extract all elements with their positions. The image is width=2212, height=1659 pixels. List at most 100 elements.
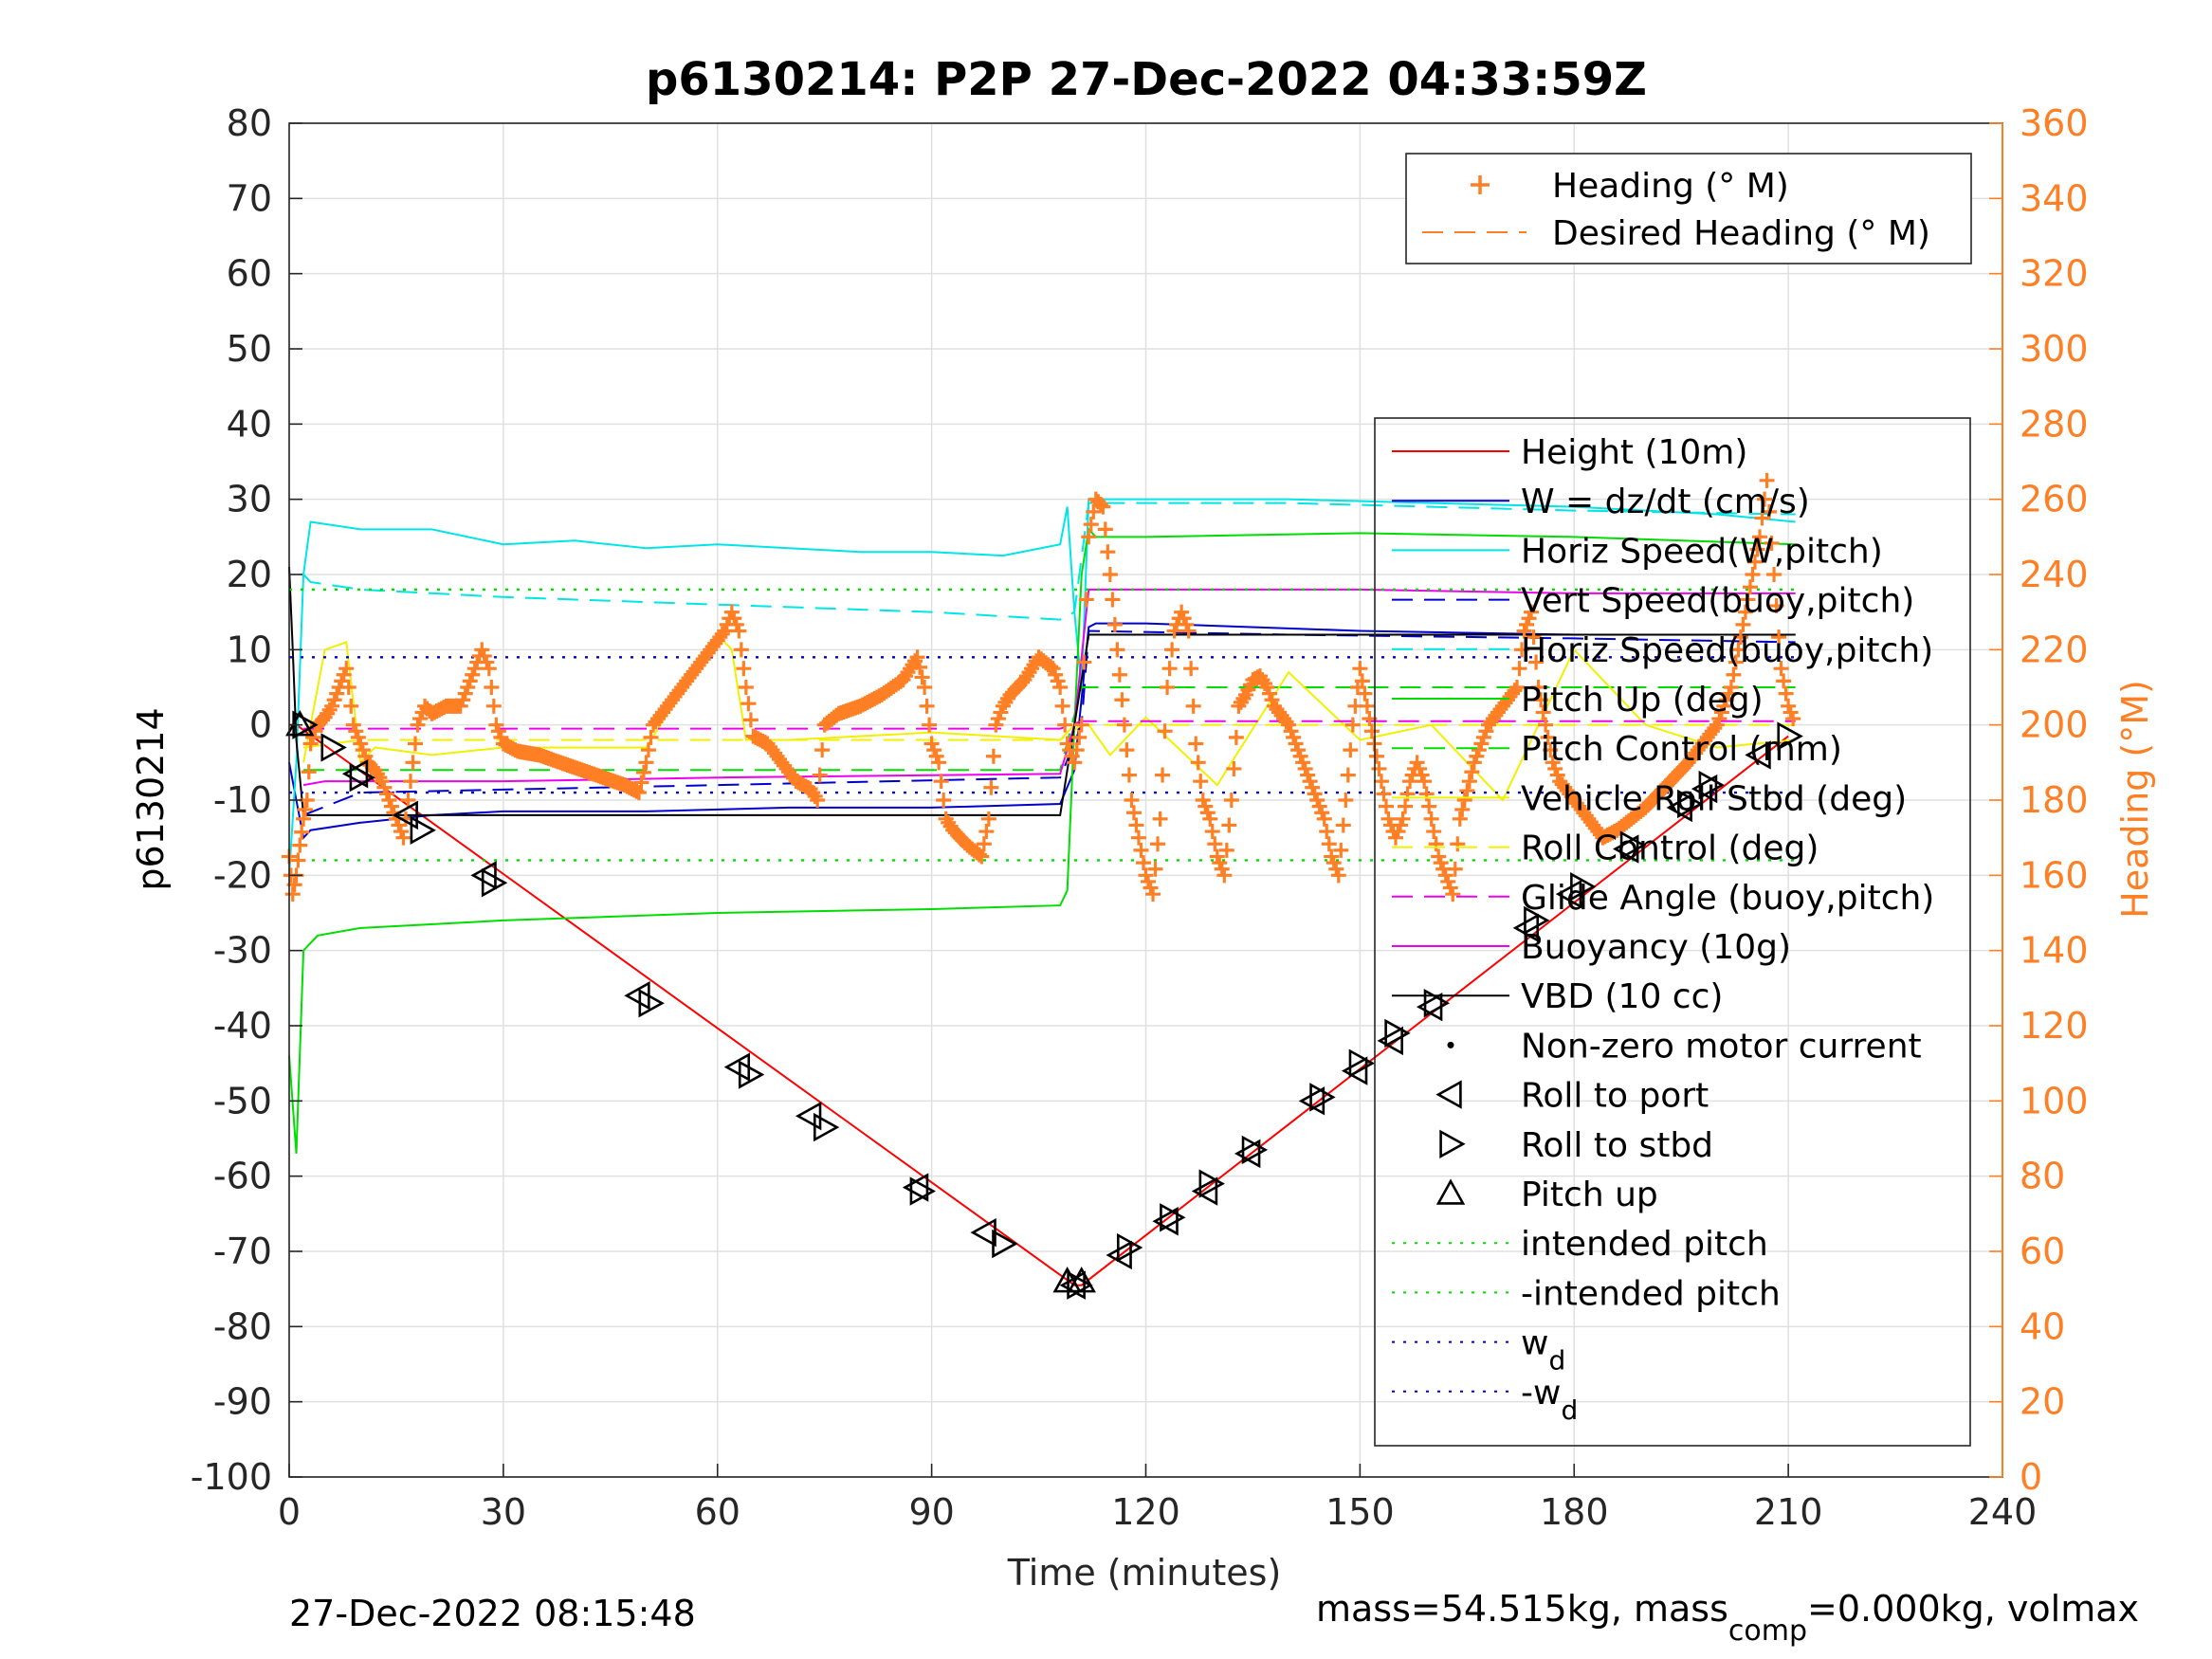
- event-marker-right: [1241, 1135, 1269, 1165]
- heading-point: [1100, 544, 1116, 560]
- legend-label: -intended pitch: [1521, 1274, 1781, 1313]
- y-axis-left: -100-90-80-70-60-50-40-30-20-10010203040…: [191, 102, 302, 1498]
- event-marker-left: [392, 800, 418, 830]
- event-marker-right: [1384, 1018, 1411, 1048]
- heading-point: [1511, 661, 1527, 677]
- legend-heading-label: Heading (° M): [1552, 167, 1789, 206]
- legend-label: Glide Angle (buoy,pitch): [1521, 879, 1934, 918]
- heading-point: [484, 680, 500, 695]
- y-axis-right-label: Heading (°M): [2114, 680, 2156, 919]
- heading-point: [1278, 714, 1294, 730]
- heading-point: [1226, 760, 1242, 776]
- heading-point: [914, 669, 930, 685]
- event-marker-right: [1198, 1169, 1225, 1198]
- event-marker-left: [1377, 1026, 1403, 1056]
- heading-point: [1204, 824, 1220, 840]
- y-left-tick-label: -90: [213, 1381, 272, 1423]
- heading-point: [1155, 767, 1171, 783]
- legend-label: Buoyancy (10g): [1521, 928, 1791, 967]
- heading-point: [1128, 817, 1144, 833]
- heading-point: [978, 824, 995, 840]
- heading-point: [1461, 774, 1477, 790]
- heading-point: [1726, 666, 1742, 683]
- heading-point: [810, 793, 826, 808]
- heading-point: [296, 811, 312, 827]
- heading-point: [1193, 774, 1209, 790]
- x-tick-label: 120: [1111, 1491, 1180, 1533]
- event-markers: [285, 709, 1803, 1300]
- event-marker-right: [813, 1112, 840, 1142]
- event-marker-left: [1106, 1240, 1132, 1270]
- timestamp: 27-Dec-2022 08:15:48: [289, 1593, 696, 1634]
- legend-label: -wd: [1521, 1374, 1578, 1426]
- y-left-tick-label: -30: [213, 930, 272, 972]
- heading-point: [1330, 867, 1346, 884]
- heading-point: [1371, 760, 1387, 776]
- heading-point: [1742, 579, 1758, 595]
- legend-label: intended pitch: [1521, 1225, 1768, 1264]
- legend-label: Pitch Up (deg): [1521, 681, 1764, 720]
- heading-point: [974, 848, 990, 865]
- heading-point: [1759, 472, 1775, 488]
- heading-point: [922, 717, 938, 733]
- heading-point: [1423, 811, 1439, 827]
- heading-point: [343, 698, 359, 714]
- heading-point: [1773, 661, 1789, 677]
- heading-point: [814, 742, 831, 758]
- x-axis-label: Time (minutes): [1007, 1552, 1282, 1594]
- heading-point: [1069, 742, 1085, 758]
- heading-point: [301, 764, 317, 780]
- heading-point: [1160, 680, 1176, 695]
- heading-point: [1223, 793, 1239, 808]
- legend-label: Non-zero motor current: [1521, 1027, 1922, 1066]
- heading-point: [1732, 629, 1748, 646]
- heading-point: [1456, 793, 1472, 808]
- event-marker-right: [410, 815, 436, 845]
- event-marker-right: [1348, 1048, 1376, 1078]
- heading-point: [1357, 685, 1373, 702]
- heading-point: [1778, 685, 1794, 702]
- heading-point: [1152, 811, 1168, 827]
- y-left-tick-label: 50: [227, 328, 272, 370]
- heading-point: [714, 626, 730, 642]
- event-marker-right: [1116, 1232, 1143, 1263]
- event-marker-right: [909, 1176, 937, 1206]
- y-left-tick-label: 30: [227, 479, 272, 520]
- event-marker-right: [1309, 1083, 1336, 1112]
- y-left-tick-label: -10: [213, 779, 272, 821]
- event-marker-left: [624, 981, 650, 1011]
- event-marker-left: [970, 1217, 996, 1248]
- legend-label: Horiz Speed(W,pitch): [1521, 532, 1883, 571]
- x-tick-label: 30: [481, 1491, 526, 1533]
- heading-point: [1543, 742, 1559, 758]
- y-right-tick-label: 160: [2020, 854, 2089, 896]
- event-marker-left: [1512, 913, 1540, 943]
- footer-sub: comp: [1728, 1614, 1807, 1648]
- heading-point: [292, 837, 308, 853]
- heading-point: [294, 824, 310, 840]
- y-axis-right: 0 20 40 60 80 100 120 140 160 180 200 220 240 260 280 3…: [1989, 102, 2089, 1498]
- heading-point: [1454, 801, 1471, 817]
- heading-point: [1097, 521, 1113, 538]
- y-right-tick-label: 60: [2020, 1231, 2065, 1272]
- heading-point: [909, 649, 925, 665]
- heading-point: [1164, 642, 1180, 658]
- heading-point: [297, 801, 313, 817]
- event-marker-right: [638, 988, 665, 1018]
- heading-point: [1528, 654, 1545, 670]
- heading-point: [1735, 616, 1751, 632]
- heading-point: [971, 847, 987, 863]
- heading-point: [1540, 729, 1556, 745]
- heading-point: [402, 774, 418, 790]
- heading-point: [1452, 811, 1468, 827]
- y-right-tick-label: 80: [2020, 1156, 2065, 1197]
- y-right-tick-label: 320: [2020, 253, 2089, 295]
- y-right-tick-label: 280: [2020, 403, 2089, 445]
- y-left-tick-label: 20: [227, 554, 272, 595]
- series-line: [288, 527, 1796, 1154]
- heading-point: [284, 886, 301, 902]
- heading-point: [1216, 867, 1233, 884]
- heading-point: [1352, 661, 1368, 677]
- heading-point: [985, 748, 1001, 764]
- x-tick-label: 90: [908, 1491, 954, 1533]
